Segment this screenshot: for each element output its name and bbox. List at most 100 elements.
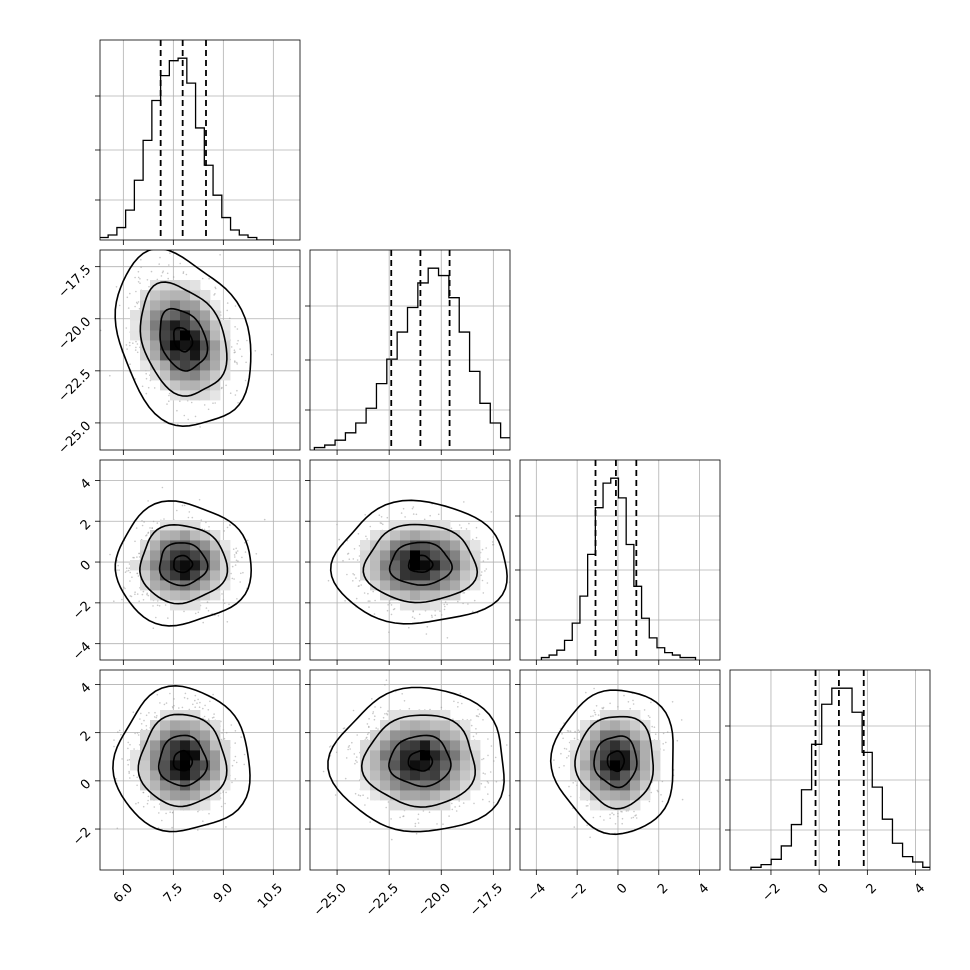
contour-level-1 [388, 734, 452, 788]
sample-point [573, 737, 576, 740]
sample-point [236, 361, 238, 364]
density-cell [190, 600, 201, 611]
x-tick-label-param-0: 7.5 [161, 881, 186, 906]
density-cell [610, 790, 621, 801]
sample-point [417, 818, 419, 820]
sample-point [225, 791, 227, 794]
sample-point [444, 601, 447, 603]
sample-point [413, 617, 416, 620]
density-cell [180, 360, 191, 371]
sample-point [241, 355, 243, 358]
sample-point [661, 780, 664, 783]
density-cell [430, 770, 441, 781]
density-cell [620, 800, 631, 811]
density-cell [590, 720, 601, 731]
density-cell [370, 530, 381, 541]
density-cell [440, 730, 451, 741]
sample-point [185, 273, 188, 276]
density-cell [190, 300, 201, 311]
sample-point [352, 580, 354, 582]
sample-point [263, 518, 266, 521]
density-cell [180, 590, 191, 601]
sample-point [212, 693, 214, 696]
sample-point [226, 526, 229, 529]
density-cell [450, 740, 461, 751]
sample-point [234, 326, 236, 328]
density-cell [140, 300, 151, 311]
sample-point [442, 823, 444, 825]
density-cell [600, 790, 611, 801]
density-cell [180, 530, 191, 541]
sample-point [402, 507, 405, 510]
density-cell [140, 770, 151, 781]
sample-point [173, 704, 175, 707]
density-cell [210, 530, 221, 541]
density-cell [160, 320, 171, 331]
sample-point [589, 836, 591, 839]
hist-panel-3-grid [730, 670, 930, 870]
density-cell [140, 290, 151, 301]
density-cell [180, 380, 191, 391]
density-cell [150, 570, 161, 581]
sample-point [400, 512, 403, 514]
histogram-param-1 [313, 267, 510, 450]
sample-point [590, 715, 592, 718]
sample-point [147, 532, 149, 534]
sample-point [481, 758, 483, 761]
density-cell [410, 550, 421, 561]
density-cell [440, 720, 451, 731]
sample-point [585, 691, 587, 694]
sample-point [125, 567, 128, 569]
density-cell [210, 790, 221, 801]
sample-point [482, 772, 485, 774]
sample-point [348, 558, 351, 560]
sample-point [649, 716, 651, 719]
density-cell [190, 310, 201, 321]
sample-point [565, 748, 568, 750]
density-cell [450, 750, 461, 761]
density-cell [220, 550, 231, 561]
sample-point [239, 348, 241, 350]
density-cell [210, 570, 221, 581]
sample-point [461, 702, 463, 705]
sample-point [336, 780, 338, 782]
sample-point [384, 684, 386, 686]
sample-point [490, 745, 493, 747]
sample-point [220, 387, 223, 390]
sample-point [147, 386, 150, 389]
density-cell [130, 560, 141, 571]
sample-point [429, 514, 432, 517]
sample-point [201, 277, 204, 280]
sample-point [200, 519, 203, 521]
density-cell [630, 800, 641, 811]
scatter-panel-2-0-inner [100, 460, 300, 660]
density-cell [370, 740, 381, 751]
sample-point [373, 613, 376, 615]
density-cell [160, 330, 171, 341]
sample-point [490, 511, 493, 513]
sample-point [206, 601, 209, 603]
density-cell [440, 750, 451, 761]
sample-point [364, 514, 367, 516]
density-cell [460, 750, 471, 761]
sample-point [134, 349, 137, 351]
sample-point [151, 527, 153, 529]
density-cell [440, 740, 451, 751]
sample-point [118, 729, 121, 732]
y-tick-label-param-3: −2 [70, 825, 94, 849]
sample-point [586, 824, 588, 827]
density-cell [430, 550, 441, 561]
sample-point [657, 790, 659, 793]
density-cell [360, 550, 371, 561]
sample-point [648, 800, 651, 803]
density-cell [220, 570, 231, 581]
density-cell [160, 300, 171, 311]
y-tick-label-param-2: 0 [78, 558, 94, 574]
sample-point [129, 344, 131, 347]
sample-point [443, 608, 446, 611]
density-cell [200, 310, 211, 321]
sample-point [390, 613, 393, 616]
sample-point [486, 582, 489, 584]
sample-point [482, 560, 485, 562]
